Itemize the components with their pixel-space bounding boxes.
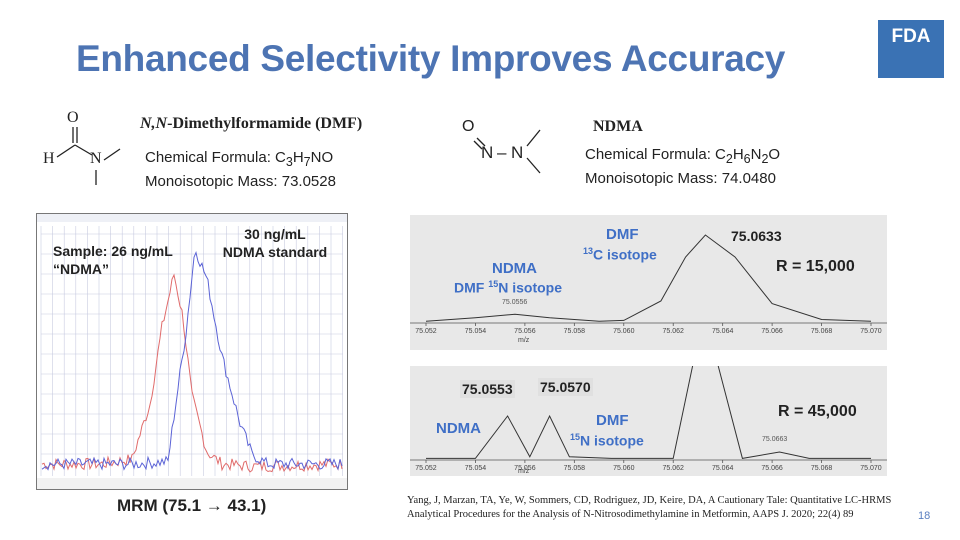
spectrum-top-trace (425, 234, 872, 322)
bottom-15n-label: 15N isotope (570, 432, 644, 449)
citation: Yang, J, Marzan, TA, Ye, W, Sommers, CD,… (407, 495, 892, 520)
standard-label-line1: 30 ng/mL (244, 226, 306, 242)
standard-label: 30 ng/mL NDMA standard (215, 225, 335, 261)
dmf-structure (56, 127, 121, 185)
bottom-peak-label-1: 75.0553 (460, 380, 515, 398)
bottom-peak-label-2: 75.0570 (538, 378, 593, 396)
top-dmf15n-label: DMF 15N isotope (454, 279, 563, 296)
spectrum-top-panel: 75.052 75.054 75.056 75.058 75.060 75.062 75.0… (410, 215, 887, 350)
standard-label-line2: NDMA standard (222, 244, 328, 260)
bottom-small-peak-label: 75.0663 (762, 436, 788, 443)
spectrum-tick-label: 75.068 (811, 328, 833, 335)
sample-label-line2: “NDMA” (53, 261, 109, 277)
spectrum-tick-label: 75.054 (465, 328, 487, 335)
bottom-xlabel: m/z (518, 468, 530, 475)
spectrum-tick-label: 75.054 (465, 465, 487, 472)
ndma-atom-o: O (462, 118, 475, 135)
spectrum-tick-label: 75.058 (564, 465, 586, 472)
sample-label: Sample: 26 ng/mL “NDMA” (53, 242, 173, 278)
ndma-atom-n2: N (511, 143, 524, 162)
bottom-ndma-label: NDMA (436, 420, 481, 437)
spectrum-bottom-plot: 75.052 75.054 75.056 75.058 75.060 75.062 75.0… (410, 366, 887, 472)
spectrum-tick-label: 75.062 (663, 328, 685, 335)
ndma-info: Chemical Formula: C2H6N2O Monoisotopic M… (585, 145, 780, 189)
mrm-caption: MRM (75.1 → 43.1) (117, 496, 267, 515)
dmf-atom-n: N (90, 150, 102, 167)
ndma-formula: Chemical Formula: C2H6N2O (585, 146, 781, 166)
spectrum-tick-label: 75.052 (415, 328, 437, 335)
ndma-name: NDMA (593, 118, 643, 135)
spectrum-tick-label: 75.068 (811, 465, 833, 472)
dmf-formula: Chemical Formula: C3H7NO (145, 149, 334, 169)
bottom-resolution: R = 45,000 (778, 403, 857, 420)
spectrum-tick-label: 75.056 (514, 328, 536, 335)
spectrum-tick-label: 75.064 (712, 328, 734, 335)
top-ndma-label: NDMA (492, 260, 537, 277)
spectrum-tick-label: 75.060 (613, 328, 635, 335)
spectrum-tick-label: 75.064 (712, 465, 734, 472)
spectrum-tick-label: 75.062 (663, 465, 685, 472)
standard-trace (41, 250, 343, 471)
top-xlabel: m/z (518, 337, 530, 344)
dmf-mass: Monoisotopic Mass: 73.0528 (145, 173, 336, 190)
ndma-atom-n1: N (481, 143, 494, 162)
slide-title: Enhanced Selectivity Improves Accuracy (76, 38, 786, 79)
dmf-name-italic: N,N (140, 115, 168, 132)
spectrum-tick-label: 75.066 (761, 465, 783, 472)
ndma-bond: – (497, 143, 507, 162)
spectrum-tick-label: 75.070 (860, 465, 882, 472)
dmf-atom-h: H (43, 150, 55, 167)
spectrum-bottom-ticks: 75.052 75.054 75.056 75.058 75.060 75.062 75.0… (415, 460, 882, 472)
ndma-mass: Monoisotopic Mass: 74.0480 (585, 170, 776, 187)
fda-logo-text: FDA (891, 26, 931, 47)
dmf-atom-o: O (67, 109, 79, 126)
top-dmf-label: DMF (606, 226, 639, 243)
spectrum-bottom-trace (426, 366, 871, 459)
sample-label-line1: Sample: 26 ng/mL (53, 243, 173, 259)
top-resolution: R = 15,000 (776, 258, 855, 275)
ndma-structure (473, 129, 541, 174)
bottom-dmf-label: DMF (596, 412, 629, 429)
dmf-name: N,N-Dimethylformamide (DMF) (140, 115, 362, 133)
top-peak-label: 75.0633 (731, 228, 782, 244)
spectrum-tick-label: 75.066 (761, 328, 783, 335)
dmf-name-rest: -Dimethylformamide (DMF) (167, 115, 363, 132)
dmf-info: Chemical Formula: C3H7NO Monoisotopic Ma… (145, 148, 336, 192)
spectrum-tick-label: 75.056 (514, 465, 536, 472)
spectrum-tick-label: 75.060 (613, 465, 635, 472)
chromatogram-plot (37, 214, 347, 489)
fda-logo: FDA (878, 20, 944, 78)
spectrum-tick-label: 75.058 (564, 328, 586, 335)
chromatogram-panel (36, 213, 348, 490)
spectrum-top-plot: 75.052 75.054 75.056 75.058 75.060 75.062 75.0… (410, 234, 887, 335)
spectrum-tick-label: 75.070 (860, 328, 882, 335)
top-small-peak-label: 75.0556 (502, 299, 528, 306)
spectrum-tick-label: 75.052 (415, 465, 437, 472)
slide-number: 18 (918, 510, 931, 522)
spectrum-top-ticks: 75.052 75.054 75.056 75.058 75.060 75.062 75.0… (415, 323, 882, 335)
top-13c-label: 13C isotope (583, 246, 657, 263)
